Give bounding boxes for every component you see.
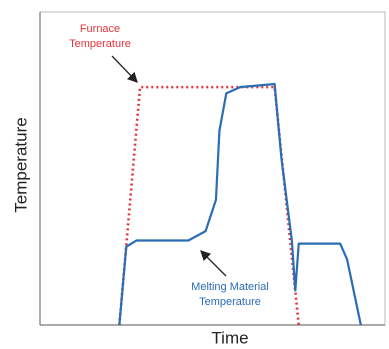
annotation: Temperature [69, 38, 131, 50]
series-line [118, 82, 362, 326]
annotation: Furnace [80, 23, 120, 35]
annotation-arrow [111, 55, 138, 83]
y-axis-label: Temperature [11, 117, 30, 212]
plot-frame [39, 11, 386, 326]
x-axis-label: Time [211, 328, 248, 347]
annotation-arrow [200, 250, 227, 277]
annotation: Temperature [199, 296, 261, 308]
series-line [118, 85, 301, 326]
annotation: Melting Material [191, 281, 269, 293]
